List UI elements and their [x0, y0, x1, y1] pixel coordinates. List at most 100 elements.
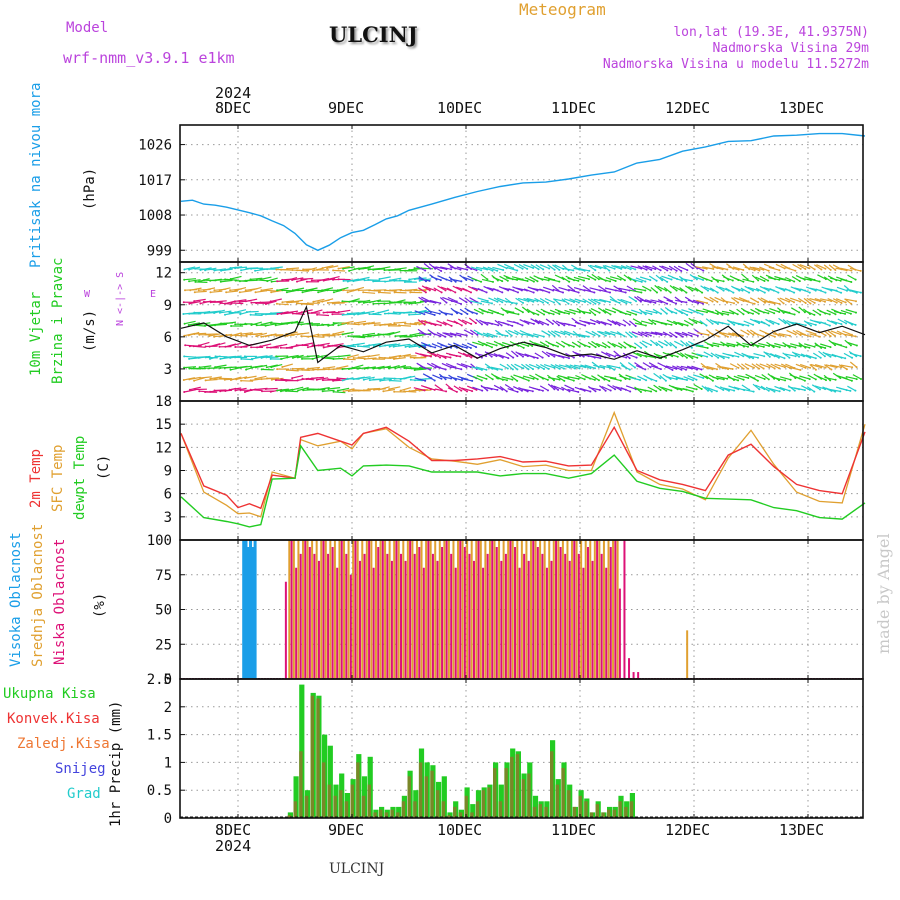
wind-vector-head [230, 325, 233, 327]
wind-vector-head [793, 291, 796, 294]
wind-vector [764, 308, 775, 314]
wind-vector-head [240, 379, 243, 382]
wind-vector-head [490, 355, 493, 358]
wind-vector [271, 266, 283, 269]
wind-vector-head [291, 388, 294, 391]
wind-vector-head [527, 368, 530, 371]
wind-vector [749, 266, 760, 272]
wind-vector [511, 350, 518, 357]
wind-vector [567, 388, 579, 393]
wind-vector-head [444, 289, 447, 292]
wind-vector [235, 334, 248, 337]
wind-vector-head [531, 390, 534, 393]
wind-vector-head [184, 289, 186, 292]
wind-vector [343, 266, 355, 270]
wind-vector [475, 366, 487, 371]
wind-vector-head [634, 335, 637, 338]
top-tick-13dec: 13DEC [779, 99, 825, 117]
wind-vector [486, 366, 498, 371]
wind-vector-head [332, 278, 334, 281]
wind-vector-head [373, 289, 376, 292]
wind-vector-head [783, 289, 786, 292]
wind-vector [626, 353, 637, 359]
wind-vector [229, 387, 242, 391]
wind-vector [188, 322, 201, 326]
wind-vector [772, 332, 784, 337]
wind-vector-head [521, 389, 523, 392]
wind-vector [466, 266, 477, 271]
precip-convective-bar [401, 801, 406, 818]
wind-vector [833, 310, 846, 315]
wind-vector-head [223, 322, 226, 325]
wind-vector-head [710, 390, 713, 393]
wind-vector-head [788, 389, 791, 392]
wind-vector [827, 298, 837, 304]
wind-vector-head [681, 355, 684, 358]
cloud-ytick-label: 25 [155, 637, 172, 653]
wind-vector [338, 266, 350, 270]
wind-vector-head [716, 368, 718, 371]
wind-vector [429, 322, 442, 326]
wind-vector [805, 354, 816, 359]
wind-vector-head [184, 344, 187, 347]
wind-vector-head [451, 313, 453, 316]
wind-vector [210, 290, 223, 293]
wind-vector-head [594, 313, 597, 316]
wind-vector-head [675, 378, 678, 381]
wind-vector-head [722, 389, 725, 391]
wind-vector-head [850, 281, 853, 283]
wind-vector [662, 351, 673, 357]
wind-vector [493, 297, 503, 303]
wind-vector [292, 287, 305, 291]
wind-vector-head [213, 312, 216, 314]
wind-vector-head [321, 289, 324, 292]
wind-vector [712, 278, 724, 282]
wind-vector [722, 387, 735, 392]
wind-vector-head [352, 280, 355, 283]
wind-vector-head [645, 335, 648, 337]
wind-vector-head [465, 301, 468, 304]
wind-vector-head [270, 378, 273, 381]
wind-vector [589, 318, 600, 324]
wind-vector-head [696, 334, 699, 337]
wind-vector [755, 384, 765, 390]
wind-vector [250, 286, 262, 291]
wind-vector-head [204, 333, 207, 336]
wind-vector [743, 309, 754, 315]
wind-vector [732, 266, 744, 271]
wind-vector-head [690, 311, 693, 314]
wind-vector-head [305, 269, 308, 272]
wind-vector-head [809, 366, 812, 369]
pressure-ytick-label: 999 [147, 243, 172, 259]
cloud-ytick-label: 50 [155, 603, 172, 619]
wind-vector [466, 309, 478, 315]
wind-vector [467, 285, 478, 291]
wind-vector-head [249, 313, 252, 316]
wind-vector [696, 353, 708, 358]
wind-vector-head [260, 323, 263, 326]
wind-vector-head [197, 356, 200, 359]
wind-vector [541, 350, 550, 357]
wind-vector-head [223, 366, 226, 369]
wind-vector-head [368, 289, 371, 292]
wind-vector-head [377, 291, 380, 294]
wind-vector-head [496, 388, 499, 391]
wind-vector-head [470, 301, 473, 304]
wind-vector [717, 354, 729, 359]
wind-vector-head [322, 334, 325, 337]
wind-vector-head [839, 333, 842, 336]
wind-vector [569, 308, 581, 313]
wind-vector [693, 275, 704, 281]
wind-vector [705, 375, 714, 382]
wind-vector [250, 277, 263, 280]
wind-vector-head [275, 355, 278, 358]
wind-vector [348, 367, 361, 370]
wind-vector [768, 300, 780, 305]
wind-vector [687, 299, 699, 304]
wind-vector-head [460, 313, 463, 316]
wind-vector-head [322, 279, 325, 282]
wind-vector-head [377, 311, 380, 314]
wind-vector [450, 278, 462, 282]
precip-convective-bar [510, 756, 514, 818]
wind-vector-head [553, 379, 555, 382]
